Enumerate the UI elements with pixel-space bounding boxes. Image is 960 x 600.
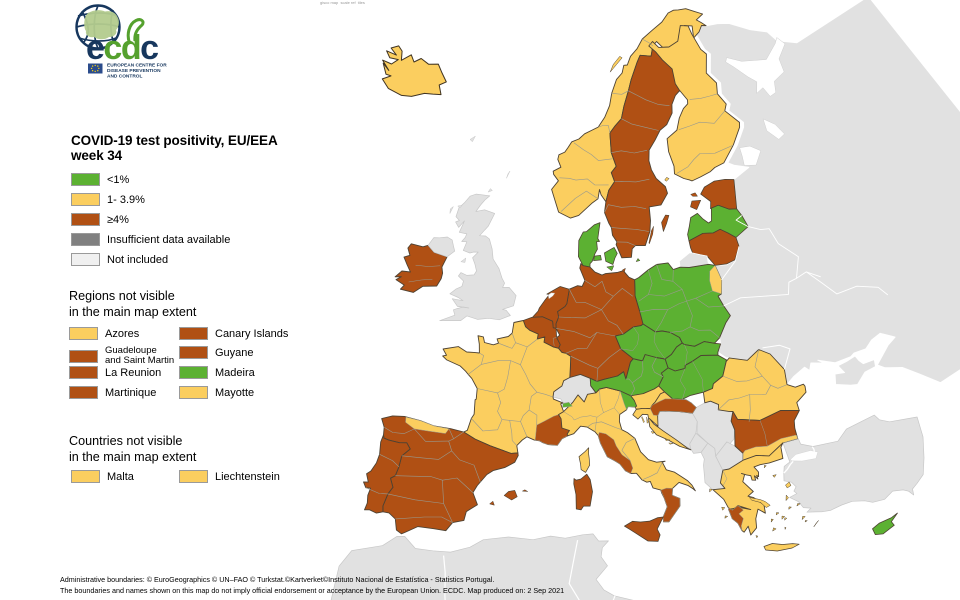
svg-text:EUROPEAN CENTRE FOR: EUROPEAN CENTRE FOR: [107, 63, 167, 69]
svg-text:DISEASE PREVENTION: DISEASE PREVENTION: [107, 68, 161, 74]
svg-text:AND CONTROL: AND CONTROL: [107, 74, 143, 80]
svg-text:ecdc: ecdc: [86, 29, 158, 67]
